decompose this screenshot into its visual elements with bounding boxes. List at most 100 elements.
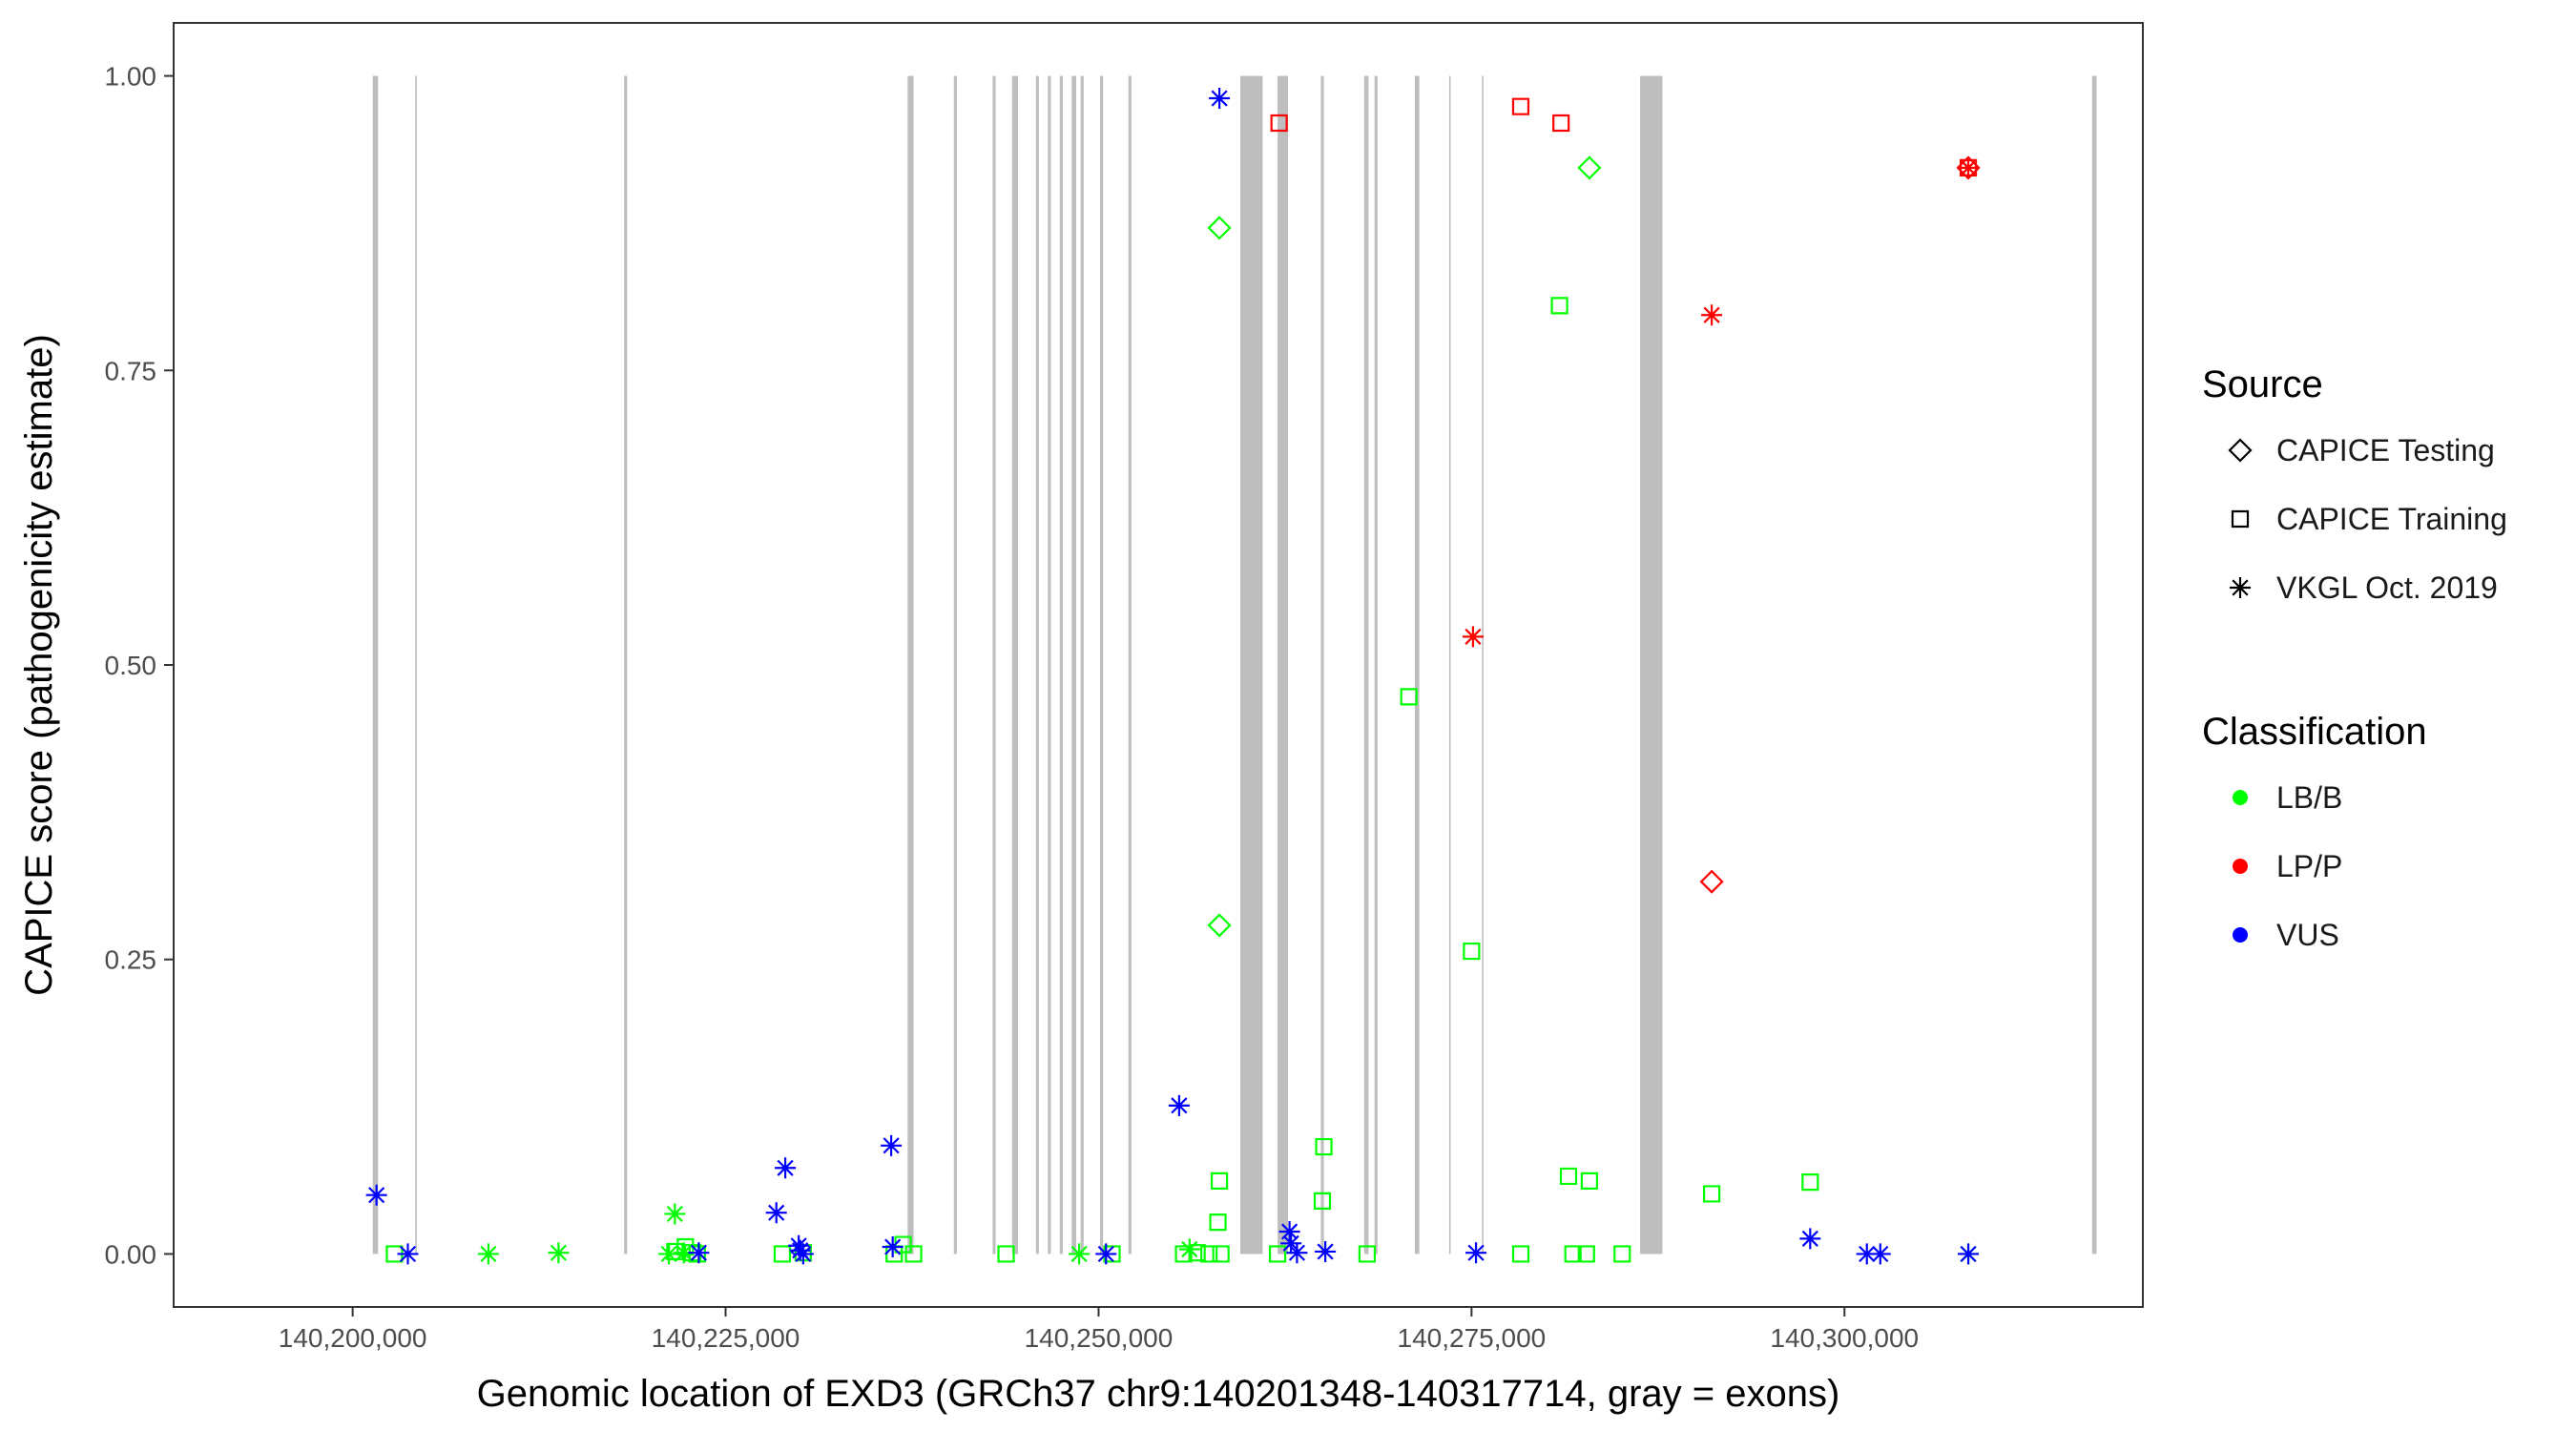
exon-band [953,75,957,1255]
data-point [658,1243,680,1265]
exon-band [1363,75,1369,1255]
data-point [1552,114,1570,133]
x-tick-label: 140,250,000 [1025,1323,1174,1353]
exon-band [1448,75,1451,1255]
dot-icon [2233,927,2248,943]
data-point [1095,1243,1117,1265]
exon-band [415,75,417,1255]
exon-band [1011,75,1019,1255]
data-point [664,1203,686,1225]
data-point [1701,304,1723,326]
data-point [788,1234,810,1256]
data-point [673,1242,695,1264]
data-point [1580,1172,1598,1190]
y-tick-label: 0.00 [105,1239,157,1269]
x-tick-label: 140,200,000 [279,1323,427,1353]
data-point [1958,156,1980,178]
exon-band [1240,75,1263,1255]
data-point [365,1184,387,1206]
data-point [385,1245,404,1263]
legend-classification: Classification LB/B LP/P VUS [2202,711,2427,952]
data-point [1462,626,1484,648]
data-point [1168,1094,1190,1116]
data-point [1212,1245,1230,1263]
exon-band [1278,75,1289,1255]
exon-band [624,75,628,1255]
data-point [1959,158,1978,176]
data-point [1559,1167,1578,1186]
data-point [1315,1240,1337,1262]
legend-source-title: Source [2202,363,2323,405]
data-point [676,1237,695,1256]
exon-band [907,75,914,1255]
exon-band [1374,75,1378,1255]
exon-band [1071,75,1076,1255]
data-point [882,1236,904,1258]
legend-item-vus: VUS [2233,918,2339,952]
data-points [365,88,1981,1265]
legend-label: LP/P [2276,849,2342,883]
data-point [1577,1245,1595,1263]
exon-band [1128,75,1132,1255]
data-point [1280,1233,1302,1255]
legend-source: Source CAPICE Testing CAPICE Training VK… [2202,363,2507,605]
asterisk-icon [2230,577,2251,598]
data-point [792,1243,814,1265]
data-point [688,1242,710,1264]
data-point [1207,216,1232,240]
data-point [1286,1242,1308,1264]
x-tick-label: 140,225,000 [652,1323,800,1353]
data-point [1207,913,1232,938]
data-point [775,1157,797,1179]
x-tick-label: 140,300,000 [1770,1323,1919,1353]
data-point [1958,1243,1980,1265]
data-point [1209,88,1231,110]
x-tick-label: 140,275,000 [1398,1323,1547,1353]
data-point [881,1134,903,1156]
data-point [1313,1192,1332,1210]
legend-item-lpp: LP/P [2233,849,2342,883]
x-axis: 140,200,000 140,225,000 140,250,000 140,275… [279,1307,1919,1353]
data-point [1069,1243,1091,1265]
dot-icon [2233,859,2248,874]
data-point [688,1245,706,1263]
data-point [1209,1213,1227,1232]
legend-item-lbb: LB/B [2233,780,2342,815]
data-point [1869,1243,1891,1265]
plot-panel-border [173,22,2144,1308]
y-tick-label: 0.75 [105,356,157,385]
y-axis-title: CAPICE score (pathogenicity estimate) [18,334,60,996]
diamond-icon [2228,438,2253,463]
data-point [1400,688,1418,706]
exon-band [1640,75,1663,1255]
data-point [397,1243,419,1265]
data-point [1511,1245,1530,1263]
exon-band [1035,75,1039,1255]
y-axis: 0.00 0.25 0.50 0.75 1.00 [105,62,174,1269]
data-point [1211,1172,1229,1190]
y-tick-label: 0.50 [105,651,157,680]
data-point [1511,97,1530,115]
legend-label: VKGL Oct. 2019 [2276,570,2498,605]
exon-band [992,75,996,1255]
data-point [1268,1245,1287,1263]
data-point [1550,297,1568,315]
data-point [1699,869,1724,894]
exon-band [2091,75,2097,1255]
data-point [1703,1185,1721,1203]
data-point [1577,156,1602,180]
data-point [997,1245,1015,1263]
data-point [1856,1243,1878,1265]
data-point [1315,1137,1333,1156]
legend-item-capice-testing: CAPICE Testing [2228,433,2495,467]
legend-item-capice-training: CAPICE Training [2231,502,2507,536]
x-axis-title: Genomic location of EXD3 (GRCh37 chr9:14… [477,1373,1840,1415]
data-point [1801,1173,1819,1192]
legend-label: VUS [2276,918,2339,952]
legend-label: CAPICE Training [2276,502,2507,536]
data-point [548,1242,570,1264]
y-tick-label: 0.25 [105,945,157,975]
legend-label: LB/B [2276,780,2342,815]
data-point [1270,114,1288,133]
